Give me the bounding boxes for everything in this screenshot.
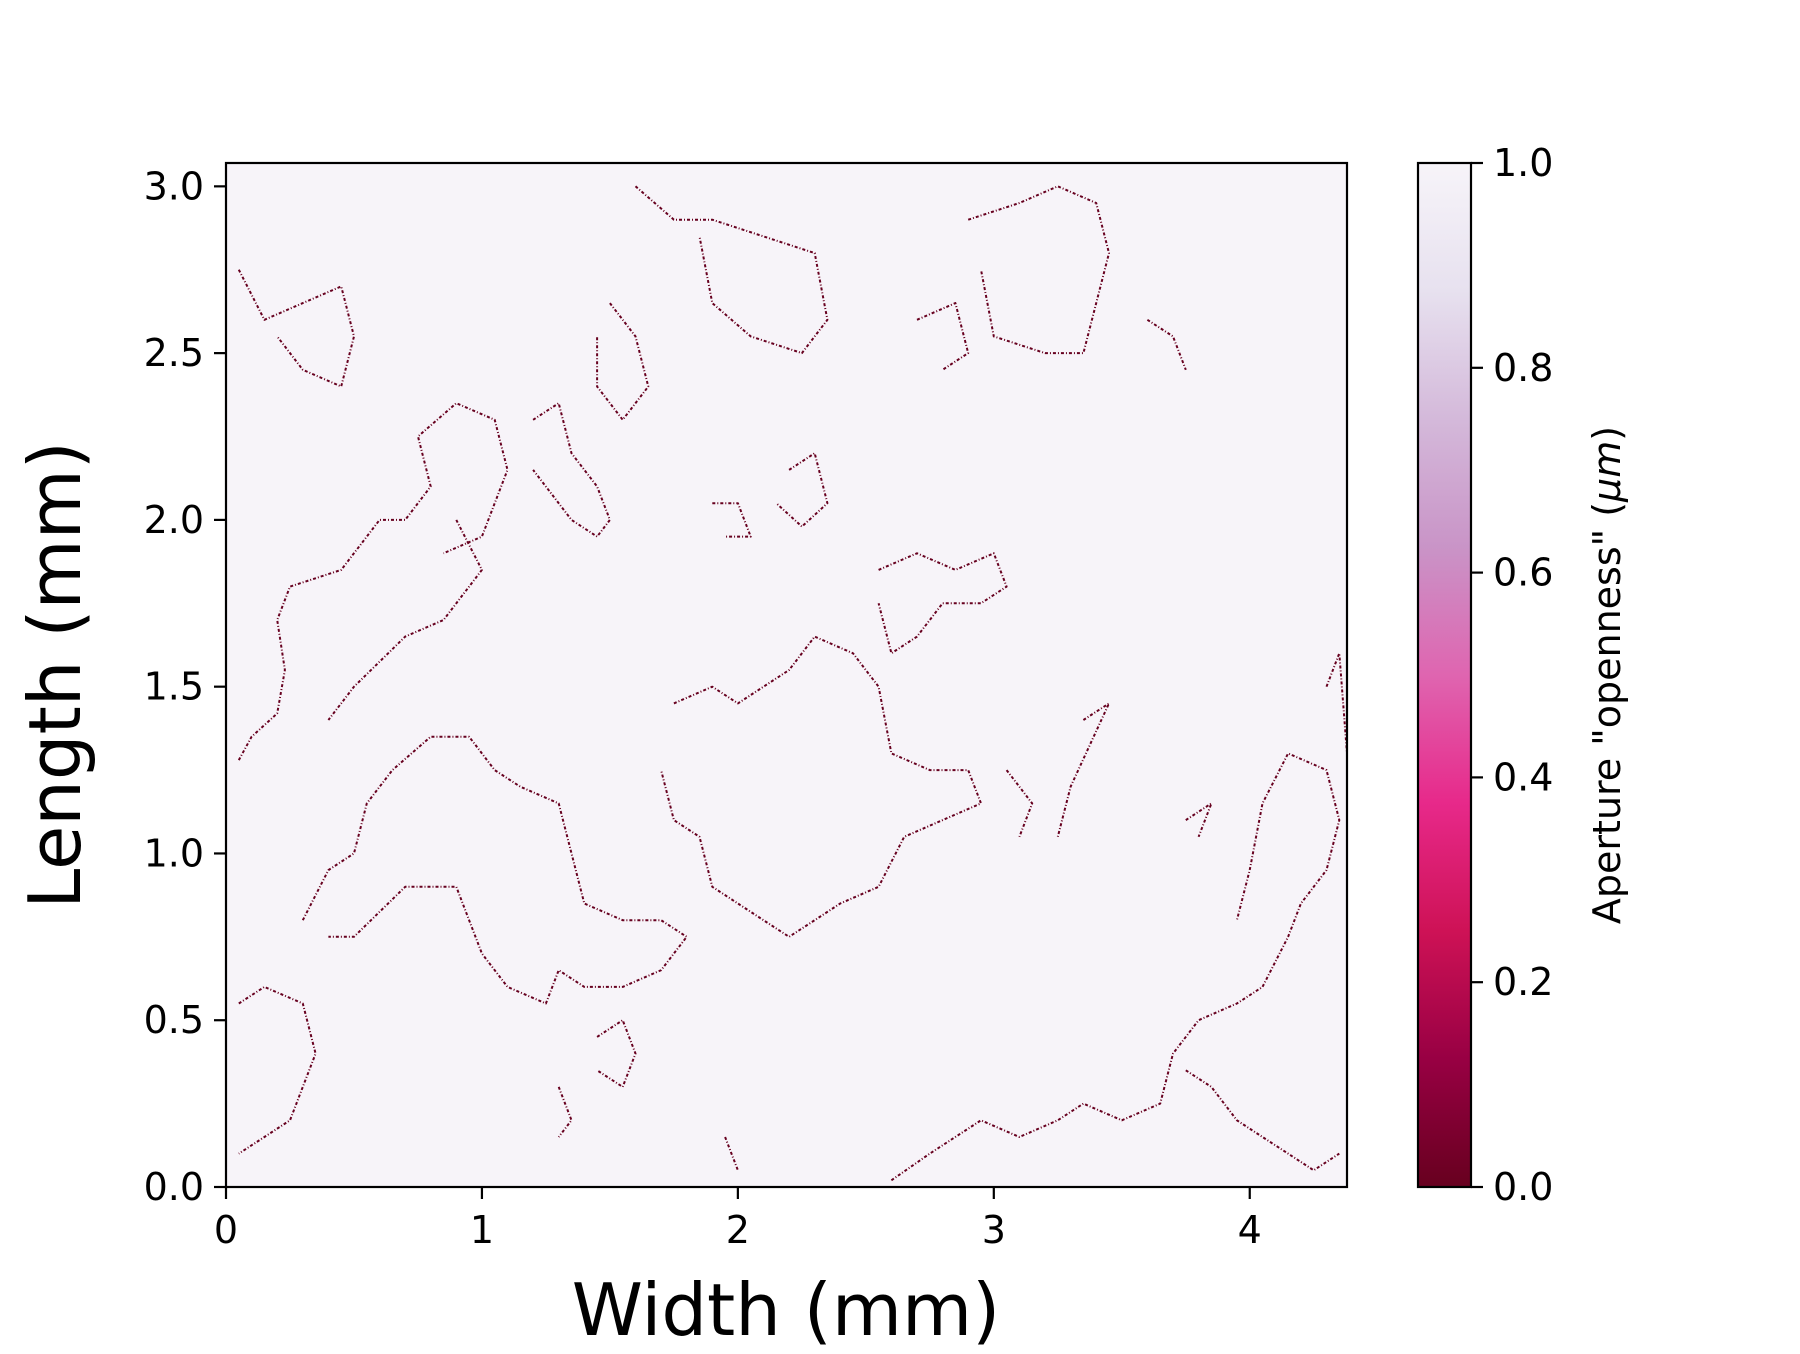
contact-region-14 (238, 985, 317, 1155)
plot-area (224, 161, 1349, 1189)
y-tick-label: 3.0 (144, 164, 204, 208)
x-tick-label: 3 (982, 1208, 1006, 1252)
contact-region-0 (237, 402, 509, 761)
colorbar-tick-label: 0.0 (1493, 1165, 1553, 1209)
contact-region-3 (237, 269, 355, 388)
contact-region-20 (1005, 769, 1034, 838)
contact-region-12 (660, 635, 982, 938)
x-tick-label: 4 (1238, 1208, 1262, 1252)
y-axis: 0.0 0.5 1.0 1.5 2.0 2.5 3.0 (144, 164, 226, 1209)
contact-region-8 (1146, 318, 1187, 371)
y-tick-label: 1.0 (144, 831, 204, 875)
y-axis-label: Length (mm) (13, 441, 97, 909)
contact-regions-layer (237, 185, 1347, 1182)
x-axis-label: Width (mm) (572, 1268, 1001, 1350)
contact-region-10 (712, 502, 752, 538)
contact-region-9 (775, 452, 829, 528)
colorbar-tick-label: 0.2 (1493, 960, 1553, 1004)
contact-region-4 (634, 185, 829, 355)
colorbar-tick-label: 0.8 (1493, 346, 1553, 390)
colorbar-tick-label: 1.0 (1493, 141, 1553, 185)
colorbar-label-prefix: Aperture "openness" ( (1585, 502, 1629, 924)
heatmap-background (226, 163, 1347, 1187)
colorbar-tick-label: 0.4 (1493, 755, 1553, 799)
colorbar-label-unit: μm (1585, 441, 1629, 503)
colorbar-label: Aperture "openness" (μm) (1585, 426, 1629, 924)
x-tick-label: 0 (214, 1208, 238, 1252)
contact-region-17 (890, 752, 1341, 1182)
x-tick-label: 2 (726, 1208, 750, 1252)
plot-frame (224, 161, 1349, 1189)
y-tick-label: 0.5 (144, 998, 204, 1042)
x-tick-label: 1 (470, 1208, 494, 1252)
contact-region-5 (596, 302, 650, 421)
y-tick-label: 1.5 (144, 665, 204, 709)
contact-region-16 (557, 1086, 573, 1138)
colorbar-ticks: 0.0 0.2 0.4 0.6 0.8 1.0 (1471, 141, 1553, 1209)
colorbar-label-suffix: ) (1585, 426, 1629, 441)
x-axis: 0 1 2 3 4 (214, 1187, 1262, 1252)
colorbar-gradient (1418, 163, 1471, 1187)
colorbar-tick-label: 0.6 (1493, 551, 1553, 595)
contact-region-11 (877, 552, 1008, 655)
y-tick-label: 2.5 (144, 331, 204, 375)
contact-region-6 (967, 185, 1110, 355)
colorbar: 0.0 0.2 0.4 0.6 0.8 1.0 Aperture "openness" (… (1416, 141, 1629, 1209)
contact-region-15 (596, 1019, 637, 1088)
y-tick-label: 0.0 (144, 1165, 204, 1209)
y-tick-label: 2.0 (144, 498, 204, 542)
contact-region-23 (724, 1136, 739, 1171)
colorbar-frame (1416, 161, 1473, 1189)
contact-region-21 (1185, 802, 1213, 838)
